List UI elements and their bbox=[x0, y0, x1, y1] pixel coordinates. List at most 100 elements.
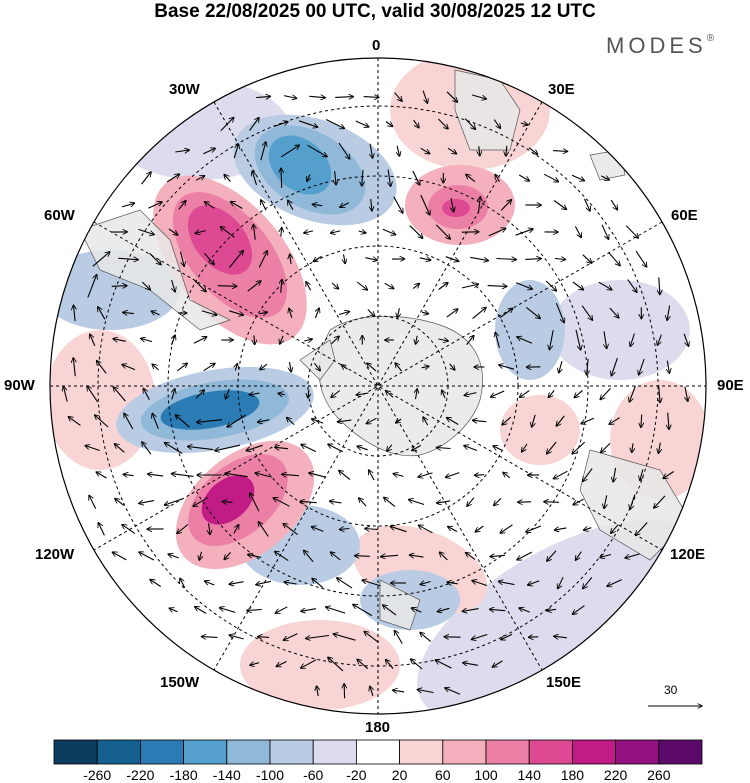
wind-vector bbox=[150, 580, 161, 587]
wind-vector bbox=[247, 610, 262, 611]
map-title: Base 22/08/2025 00 UTC, valid 30/08/2025… bbox=[154, 1, 596, 22]
wind-vector bbox=[466, 335, 474, 345]
wind-vector bbox=[385, 121, 393, 127]
colorbar-swatch-7 bbox=[355, 739, 400, 765]
wind-vector bbox=[225, 388, 229, 399]
wind-vector bbox=[284, 582, 297, 584]
lon-label-0: 0 bbox=[372, 37, 381, 54]
wind-vector bbox=[338, 312, 349, 315]
wind-vector bbox=[289, 308, 292, 318]
wind-vector bbox=[281, 228, 282, 237]
wind-vector bbox=[412, 283, 419, 290]
wind-vector bbox=[423, 417, 429, 426]
wind-vector bbox=[179, 251, 185, 267]
wind-vector bbox=[559, 360, 562, 373]
wind-vector bbox=[356, 281, 367, 290]
wind-vector bbox=[554, 636, 567, 638]
wind-vector bbox=[224, 552, 232, 559]
wind-vector bbox=[335, 171, 337, 185]
wind-vector bbox=[525, 259, 541, 260]
wind-vector bbox=[73, 358, 75, 377]
wind-vector bbox=[445, 688, 461, 695]
wind-vector bbox=[311, 527, 324, 532]
wind-vector bbox=[171, 474, 194, 477]
colorbar-swatch-2 bbox=[139, 739, 184, 765]
wind-vector bbox=[639, 358, 645, 375]
colorbar-tick-label: -60 bbox=[303, 767, 324, 783]
wind-vector bbox=[583, 468, 593, 481]
wind-vector bbox=[317, 686, 319, 697]
lon-label-60e: 60E bbox=[671, 207, 698, 224]
wind-vector bbox=[282, 474, 300, 475]
wind-vector bbox=[494, 498, 502, 505]
wind-vector bbox=[123, 474, 134, 475]
wind-vector bbox=[549, 330, 554, 350]
wind-vector bbox=[355, 556, 370, 557]
wind-vector bbox=[195, 231, 206, 234]
wind-vector bbox=[141, 172, 152, 185]
wind-vector bbox=[438, 283, 448, 290]
wind-vector bbox=[607, 579, 623, 587]
wind-vector bbox=[470, 256, 488, 260]
colorbar-tick-label: -20 bbox=[346, 767, 367, 783]
wind-vector bbox=[604, 495, 607, 508]
wind-vector bbox=[89, 495, 97, 509]
wind-vector bbox=[249, 393, 260, 395]
wind-vector bbox=[610, 199, 617, 210]
wind-vector bbox=[283, 96, 297, 99]
wind-vector bbox=[411, 659, 423, 670]
wind-vector bbox=[506, 145, 507, 156]
wind-vector bbox=[275, 447, 289, 448]
wind-vector bbox=[517, 551, 533, 560]
lon-label-120e: 120E bbox=[670, 546, 706, 563]
wind-vector bbox=[386, 391, 394, 398]
wind-vector bbox=[195, 390, 204, 399]
wind-vector bbox=[249, 118, 260, 131]
wind-vector bbox=[139, 552, 155, 561]
wind-vector bbox=[151, 311, 160, 315]
wind-vector bbox=[659, 277, 660, 294]
wind-vector bbox=[515, 229, 534, 236]
wind-vector bbox=[658, 442, 660, 454]
wind-vector bbox=[493, 119, 500, 129]
wind-vector bbox=[358, 231, 366, 233]
wind-vector bbox=[313, 255, 322, 261]
wind-vector bbox=[367, 309, 375, 317]
wind-vector bbox=[330, 552, 341, 561]
wind-vector bbox=[246, 444, 263, 450]
wind-vector bbox=[369, 470, 375, 481]
wind-vector bbox=[571, 174, 584, 180]
wind-vector bbox=[92, 252, 110, 267]
wind-vector bbox=[416, 389, 418, 400]
wind-vector bbox=[467, 497, 475, 507]
wind-vector bbox=[394, 630, 403, 644]
wind-vector bbox=[280, 335, 284, 344]
wind-vector bbox=[464, 393, 477, 396]
wind-vector bbox=[472, 581, 487, 587]
map-boundary bbox=[49, 57, 707, 715]
wind-vector bbox=[387, 444, 393, 452]
wind-vector bbox=[280, 145, 299, 158]
wind-vector bbox=[301, 659, 317, 668]
wind-vector bbox=[581, 305, 592, 321]
wind-vector bbox=[462, 609, 479, 612]
colorbar-swatch-12 bbox=[572, 739, 617, 765]
wind-vector bbox=[604, 331, 607, 348]
wind-vector bbox=[288, 200, 294, 210]
wind-vector bbox=[201, 637, 218, 638]
wind-vector bbox=[228, 250, 243, 268]
wind-vector bbox=[478, 197, 480, 214]
wind-vector bbox=[449, 363, 455, 370]
wind-vector bbox=[124, 413, 134, 430]
wind-vector bbox=[229, 310, 243, 315]
wind-vector bbox=[85, 446, 100, 452]
wind-vector bbox=[573, 498, 584, 505]
wind-vector bbox=[235, 364, 237, 371]
wind-vector bbox=[584, 198, 591, 211]
wind-vector bbox=[526, 525, 542, 532]
wind-vector bbox=[439, 552, 448, 561]
wind-vector bbox=[337, 420, 352, 422]
wind-vector bbox=[333, 634, 356, 641]
wind-vector bbox=[328, 444, 344, 453]
wind-vector bbox=[384, 282, 394, 288]
